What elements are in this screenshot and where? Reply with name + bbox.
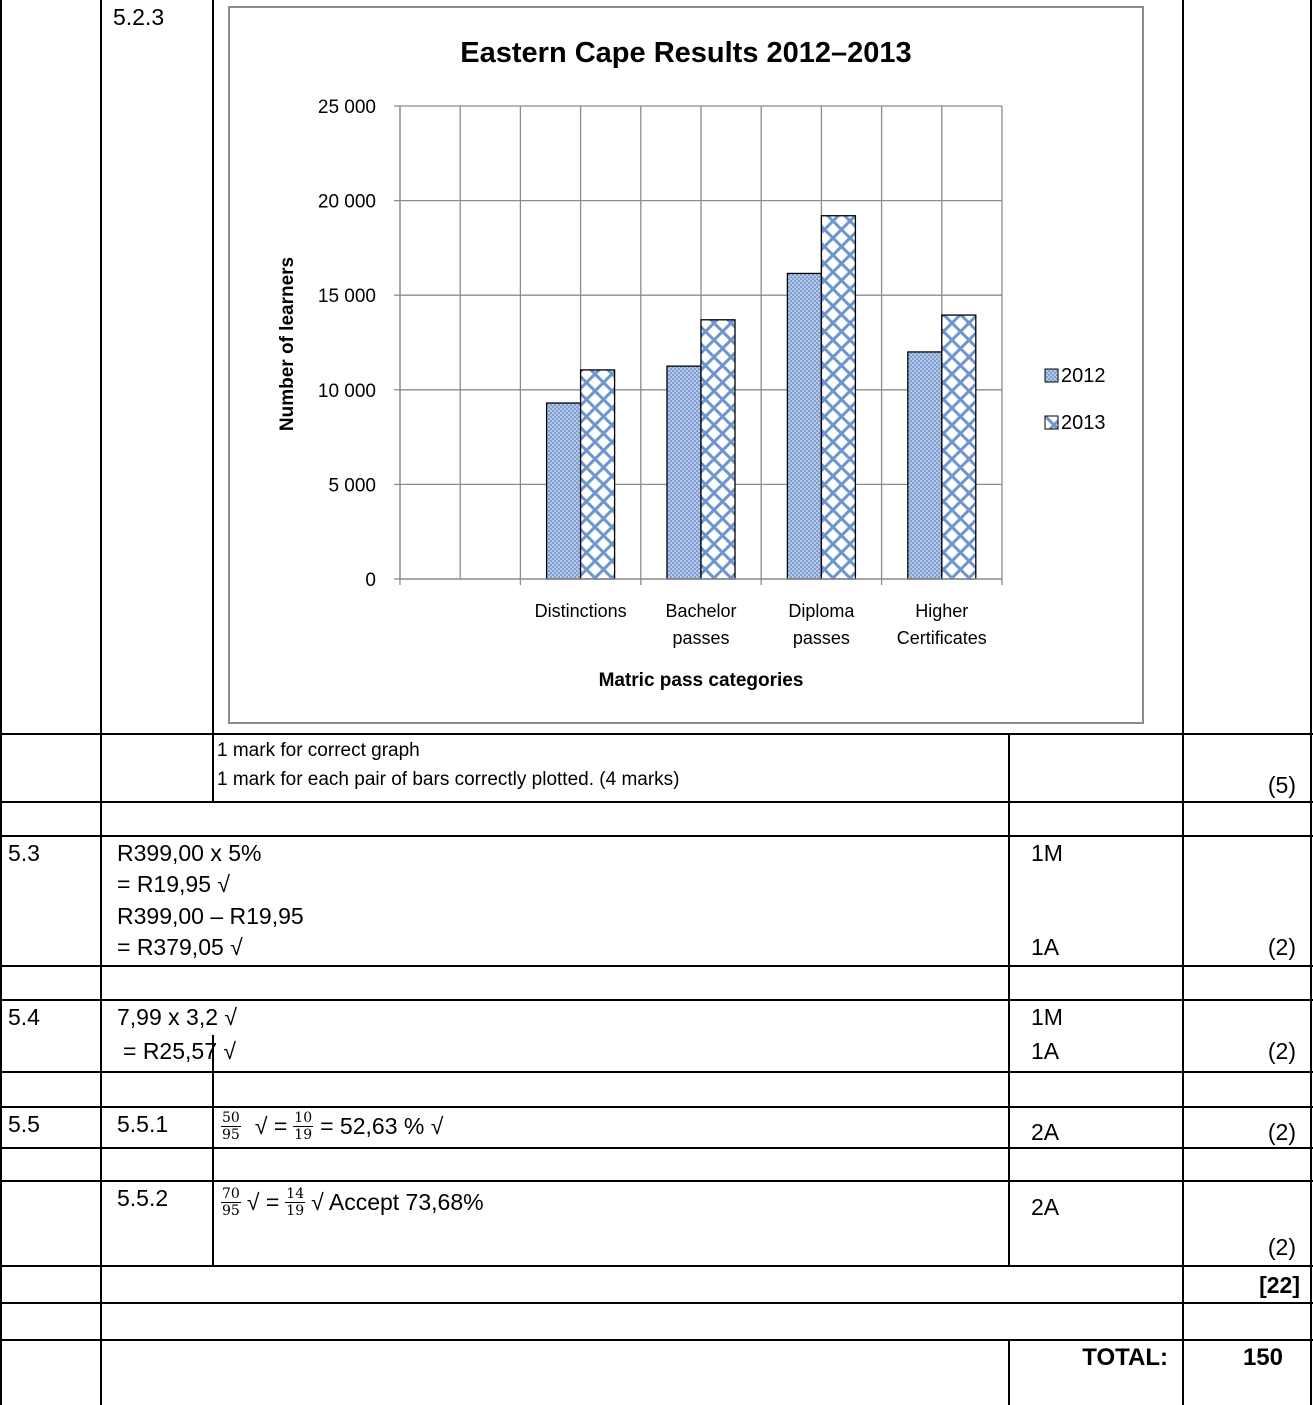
bar-2012-3	[907, 351, 943, 580]
y-tick-label: 25 000	[318, 97, 376, 118]
mark-note-2: 1 mark for each pair of bars correctly p…	[217, 769, 680, 790]
answer-5-3-line-4: = R379,05 √	[117, 934, 243, 960]
y-tick-label: 15 000	[318, 286, 376, 307]
total-label: TOTAL:	[1082, 1344, 1168, 1371]
bar-2012-2	[786, 272, 823, 580]
mark-5-4-2: 1A	[1031, 1038, 1060, 1064]
x-tick-label: Certificates	[897, 628, 987, 648]
y-tick-label: 5 000	[328, 475, 376, 496]
x-axis-label: Matric pass categories	[599, 670, 804, 691]
mark-5-4-1: 1M	[1031, 1004, 1063, 1030]
fraction-70-95: 70 95	[221, 1185, 241, 1219]
answer-5-4-line-2: = R25,57 √	[123, 1038, 237, 1064]
answer-5-4-line-1: 7,99 x 3,2 √	[117, 1004, 238, 1030]
y-tick-label: 0	[365, 570, 376, 591]
total-value: 150	[1242, 1344, 1283, 1371]
total-5-4: (2)	[1267, 1038, 1296, 1064]
question-label-5-4: 5.4	[8, 1004, 40, 1030]
x-tick-label: Diploma	[788, 601, 855, 621]
fraction-10-19: 10 19	[293, 1109, 314, 1143]
subtotal: [22]	[1259, 1272, 1300, 1298]
y-tick-label: 10 000	[318, 381, 376, 402]
total-5-2-3: (5)	[1267, 772, 1296, 798]
x-tick-label: Distinctions	[535, 601, 627, 621]
answer-5-3-line-1: R399,00 x 5%	[117, 840, 262, 866]
bar-2012-1	[666, 365, 702, 580]
x-tick-label: passes	[672, 628, 729, 648]
x-tick-label: Bachelor	[665, 601, 736, 621]
legend-label-2013: 2013	[1061, 412, 1106, 434]
total-5-3: (2)	[1267, 934, 1296, 960]
bar-2013-2	[820, 215, 857, 580]
chart-frame	[228, 6, 1144, 724]
mark-note-1: 1 mark for correct graph	[217, 740, 420, 761]
question-label-5-3: 5.3	[8, 840, 40, 866]
question-label-5-5: 5.5	[8, 1111, 40, 1137]
legend-label-2012: 2012	[1061, 365, 1106, 387]
answer-5-5-1: 50 95 √ = 10 19 = 52,63 % √	[221, 1109, 444, 1143]
bar-2012-0	[545, 402, 582, 580]
mark-5-3-2: 1A	[1031, 934, 1060, 960]
fraction-50-95: 50 95	[221, 1109, 241, 1143]
bar-2013-1	[700, 319, 736, 580]
bar-2013-0	[579, 369, 616, 580]
answer-5-5-2: 70 95 √ = 14 19 √ Accept 73,68%	[221, 1185, 484, 1219]
total-5-5-1: (2)	[1267, 1119, 1296, 1145]
answer-5-3-line-3: R399,00 – R19,95	[117, 903, 304, 929]
answer-5-3-line-2: = R19,95 √	[117, 871, 231, 897]
bar-2013-3	[941, 314, 977, 580]
y-tick-label: 20 000	[318, 192, 376, 213]
mark-5-3-1: 1M	[1031, 840, 1063, 866]
chart-title: Eastern Cape Results 2012–2013	[460, 37, 911, 69]
question-label-5-5-1: 5.5.1	[117, 1111, 169, 1137]
fraction-14-19: 14 19	[285, 1185, 306, 1219]
y-axis-label: Number of learners	[277, 257, 298, 431]
legend-swatch-2012	[1044, 368, 1059, 383]
bar-chart: Eastern Cape Results 2012–2013 0 5 000 10 …	[277, 37, 1106, 691]
x-tick-label: Higher	[915, 601, 968, 621]
question-label-5-5-2: 5.5.2	[117, 1185, 169, 1211]
question-label-5-2-3: 5.2.3	[113, 4, 165, 30]
mark-5-5-2: 2A	[1031, 1194, 1060, 1220]
total-5-5-2: (2)	[1267, 1234, 1296, 1260]
legend-swatch-2013	[1044, 415, 1059, 430]
x-tick-label: passes	[793, 628, 850, 648]
mark-5-5-1: 2A	[1031, 1119, 1060, 1145]
